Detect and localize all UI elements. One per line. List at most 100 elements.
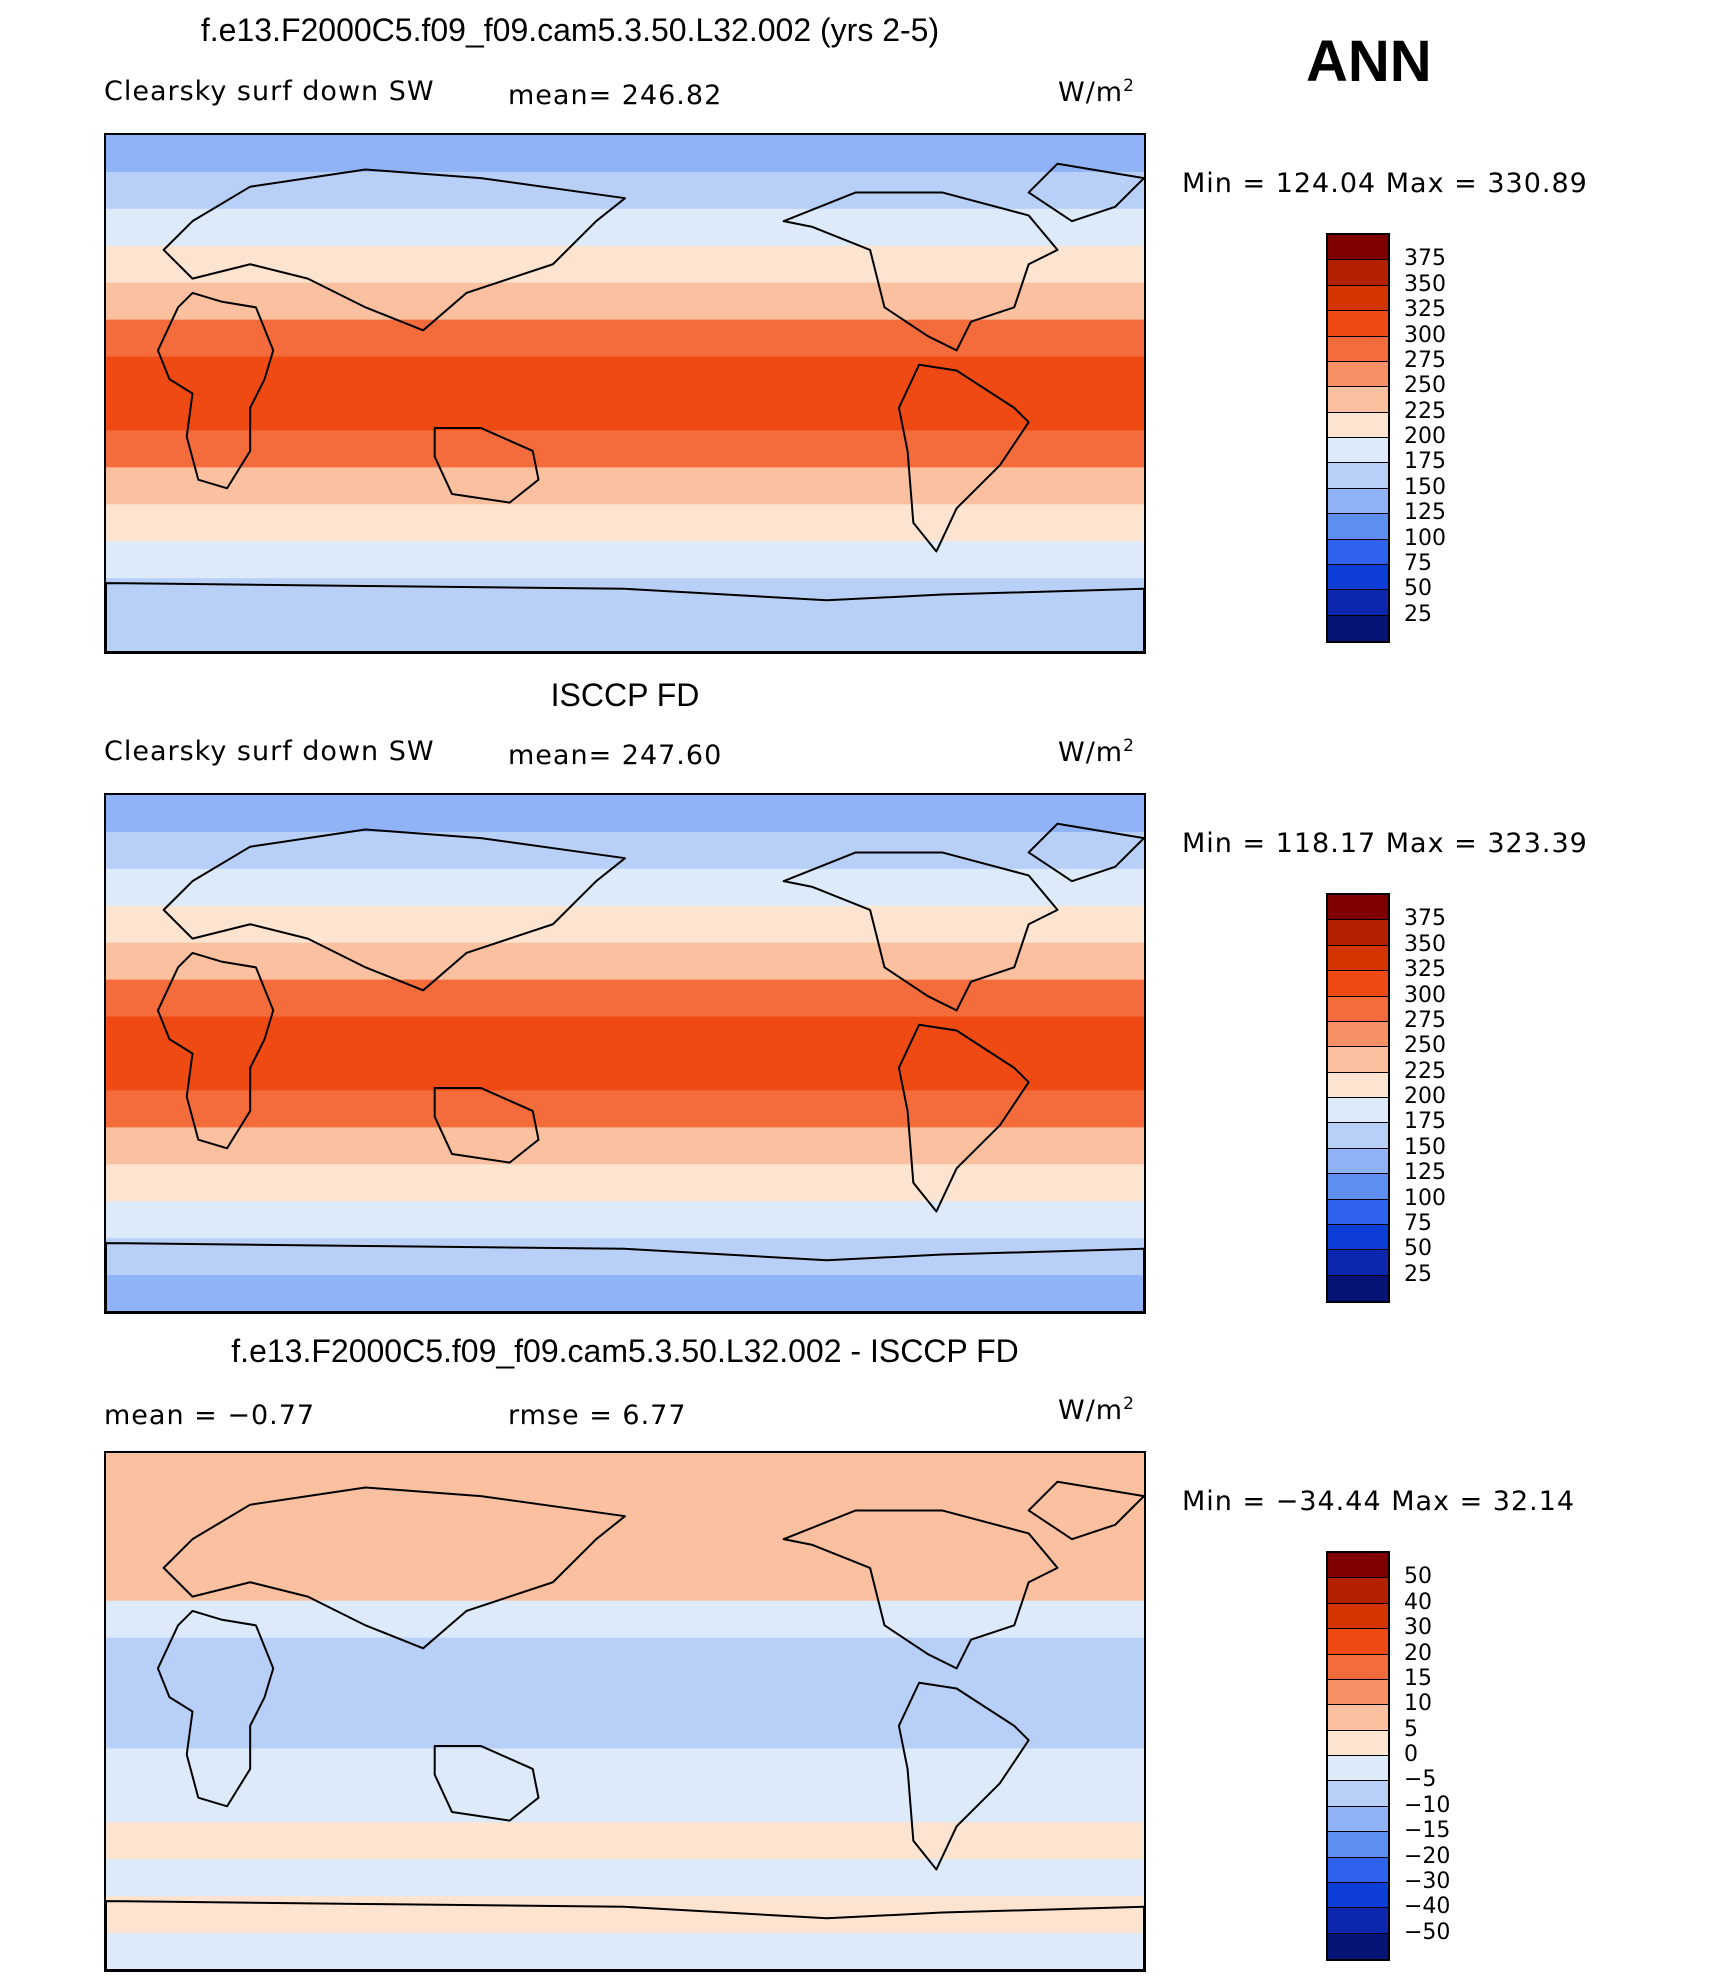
panel2-title: ISCCP FD [550, 677, 700, 713]
zonal-band [106, 1489, 1144, 1528]
colorbar-swatch [1328, 1781, 1388, 1807]
coastline [897, 363, 1030, 553]
panel1-map [104, 133, 1146, 654]
colorbar-tick-label: 10 [1404, 1691, 1432, 1717]
colorbar-swatch [1328, 1578, 1388, 1604]
colorbar-tick-label: 350 [1404, 271, 1446, 297]
colorbar-swatch [1328, 1275, 1388, 1301]
map-svg [106, 795, 1144, 1312]
zonal-band [106, 245, 1144, 284]
zonal-band [106, 1859, 1144, 1898]
zonal-band [106, 135, 1144, 173]
zonal-band [106, 1453, 1144, 1491]
colorbar-tick-label: 200 [1404, 1084, 1446, 1109]
zonal-band [106, 1563, 1144, 1602]
colorbar-tick-label: 125 [1404, 1160, 1446, 1186]
colorbar-swatch [1328, 1174, 1388, 1200]
season-label: ANN [1306, 29, 1432, 94]
colorbar-tick-label: 15 [1404, 1665, 1432, 1691]
colorbar-tick-label: −5 [1404, 1767, 1437, 1793]
colorbar-tick-label: 175 [1404, 449, 1446, 475]
panel1-mean-label: mean= 246.82 [508, 80, 723, 111]
colorbar-swatch [1328, 1553, 1388, 1579]
colorbar-swatch [1328, 412, 1388, 438]
colorbar-swatch [1328, 1730, 1388, 1756]
zonal-band [106, 615, 1144, 652]
colorbar-swatch [1328, 1756, 1388, 1782]
coastline [162, 1486, 626, 1650]
colorbar-swatch [1328, 1705, 1388, 1731]
colorbar-tick-label: 325 [1404, 297, 1446, 323]
coastline [156, 951, 275, 1150]
zonal-band [106, 1526, 1144, 1565]
colorbar-swatch [1328, 285, 1388, 312]
colorbar-swatch [1328, 1832, 1388, 1858]
colorbar-swatch [1328, 235, 1388, 261]
zonal-band [106, 208, 1144, 247]
colorbar-swatch [1328, 1908, 1388, 1934]
panel2-units: W/m2 [1058, 736, 1135, 768]
coastline [1027, 1480, 1144, 1541]
zonal-band [106, 1127, 1144, 1166]
colorbar-tick-label: 325 [1404, 957, 1446, 983]
zonal-band [106, 467, 1144, 506]
panel2-mean-label: mean= 247.60 [508, 740, 723, 771]
colorbar-tick-label: −40 [1404, 1894, 1451, 1920]
panel3-range: Min = −34.44 Max = 32.14 [1182, 1486, 1576, 1517]
zonal-band [106, 1275, 1144, 1312]
panel3-map [104, 1451, 1146, 1972]
colorbar-swatch [1328, 1250, 1388, 1276]
zonal-band [106, 504, 1144, 543]
colorbar-swatch [1328, 1047, 1388, 1073]
zonal-band [106, 393, 1144, 432]
coastline [1027, 162, 1144, 223]
zonal-band [106, 942, 1144, 981]
colorbar-swatch [1328, 1882, 1388, 1909]
zonal-band [106, 282, 1144, 321]
panel1-variable-label: Clearsky surf down SW [104, 76, 435, 107]
colorbar-swatch [1328, 615, 1388, 641]
zonal-band [106, 1201, 1144, 1240]
zonal-band [106, 1164, 1144, 1203]
coastline [1027, 822, 1144, 883]
colorbar-swatch [1328, 920, 1388, 946]
colorbar-tick-label: 150 [1404, 474, 1446, 500]
colorbar-tick-label: −10 [1404, 1792, 1451, 1818]
colorbar-swatch [1328, 488, 1388, 515]
colorbar-tick-label: 25 [1404, 601, 1432, 627]
colorbar-swatch [1328, 1148, 1388, 1175]
colorbar-tick-label: 375 [1404, 906, 1446, 932]
zonal-band [106, 1748, 1144, 1787]
colorbar-tick-label: 30 [1404, 1615, 1432, 1641]
colorbar-swatch [1328, 1857, 1388, 1883]
colorbar-swatch [1328, 514, 1388, 540]
colorbar-swatch [1328, 1199, 1388, 1225]
coastline [162, 828, 626, 992]
panel3-colorbar [1326, 1551, 1390, 1961]
colorbar-tick-label: 200 [1404, 424, 1446, 449]
colorbar-tick-label: 0 [1404, 1742, 1418, 1767]
colorbar-tick-label: 250 [1404, 373, 1446, 399]
colorbar-tick-label: 40 [1404, 1589, 1432, 1615]
colorbar-swatch [1328, 1123, 1388, 1149]
colorbar-swatch [1328, 1629, 1388, 1655]
colorbar-tick-label: 250 [1404, 1033, 1446, 1059]
panel2-variable-label: Clearsky surf down SW [104, 736, 435, 767]
colorbar-swatch [1328, 539, 1388, 565]
panel3-rmse-label: rmse = 6.77 [508, 1400, 687, 1431]
zonal-band [106, 1674, 1144, 1713]
zonal-band [106, 171, 1144, 210]
coastline [162, 168, 626, 332]
coastline [782, 191, 1059, 352]
colorbar-swatch [1328, 1933, 1388, 1959]
colorbar-tick-label: 75 [1404, 1210, 1432, 1236]
colorbar-tick-label: 275 [1404, 347, 1446, 373]
zonal-band [106, 541, 1144, 580]
coastline [433, 1086, 540, 1164]
colorbar-tick-label: 25 [1404, 1261, 1432, 1287]
colorbar-swatch [1328, 1098, 1388, 1124]
coastline [106, 1242, 1144, 1312]
colorbar-tick-label: 50 [1404, 1236, 1432, 1262]
colorbar-swatch [1328, 438, 1388, 464]
coastline [897, 1023, 1030, 1213]
